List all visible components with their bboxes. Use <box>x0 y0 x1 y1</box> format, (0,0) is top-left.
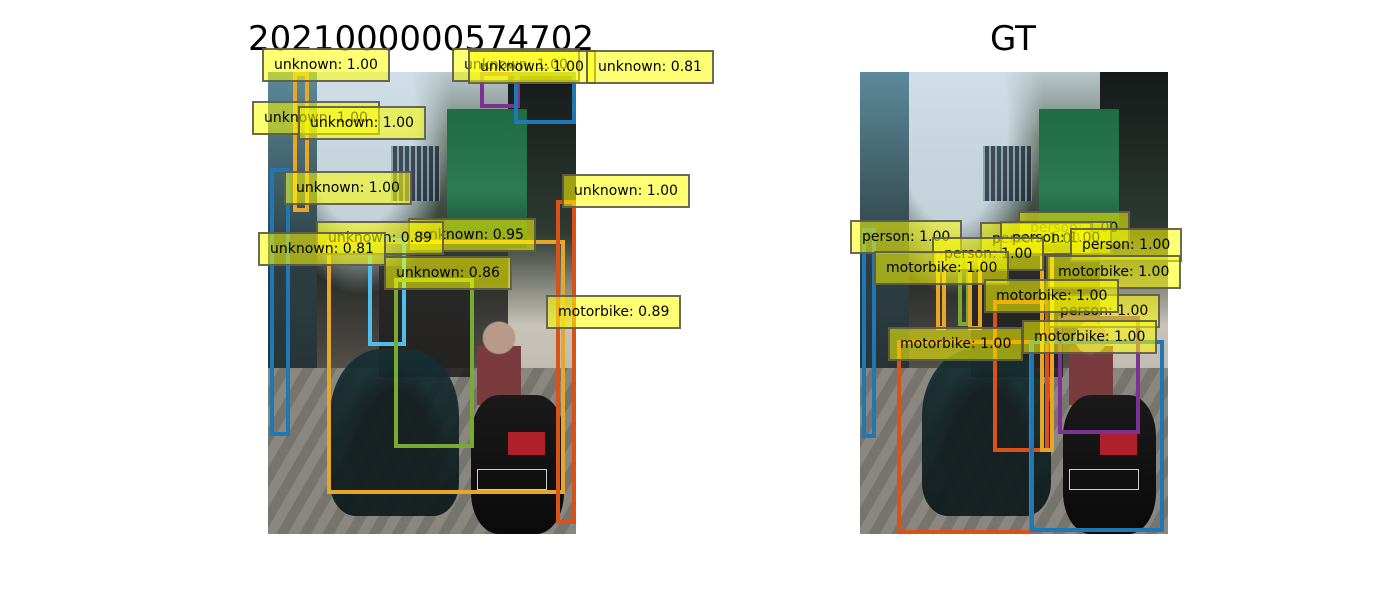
ground-truth-panel-title: GT <box>990 19 1036 59</box>
prediction-bounding-box <box>556 200 576 524</box>
ground-truth-box-label: motorbike: 1.00 <box>888 327 1024 361</box>
prediction-bounding-box <box>394 278 474 448</box>
prediction-box-label: unknown: 1.00 <box>562 174 690 208</box>
ground-truth-box-label: motorbike: 1.00 <box>1022 320 1158 354</box>
prediction-box-label: unknown: 0.81 <box>586 50 714 84</box>
prediction-box-label: unknown: 1.00 <box>284 171 412 205</box>
prediction-box-label: unknown: 1.00 <box>468 50 596 84</box>
prediction-box-label: unknown: 0.81 <box>258 232 386 266</box>
prediction-box-label: unknown: 0.86 <box>384 256 512 290</box>
prediction-box-label: unknown: 1.00 <box>262 48 390 82</box>
ground-truth-box-label: motorbike: 1.00 <box>984 279 1120 313</box>
prediction-box-label: motorbike: 0.89 <box>546 295 682 329</box>
prediction-bounding-box <box>270 168 290 436</box>
prediction-box-label: unknown: 1.00 <box>298 106 426 140</box>
